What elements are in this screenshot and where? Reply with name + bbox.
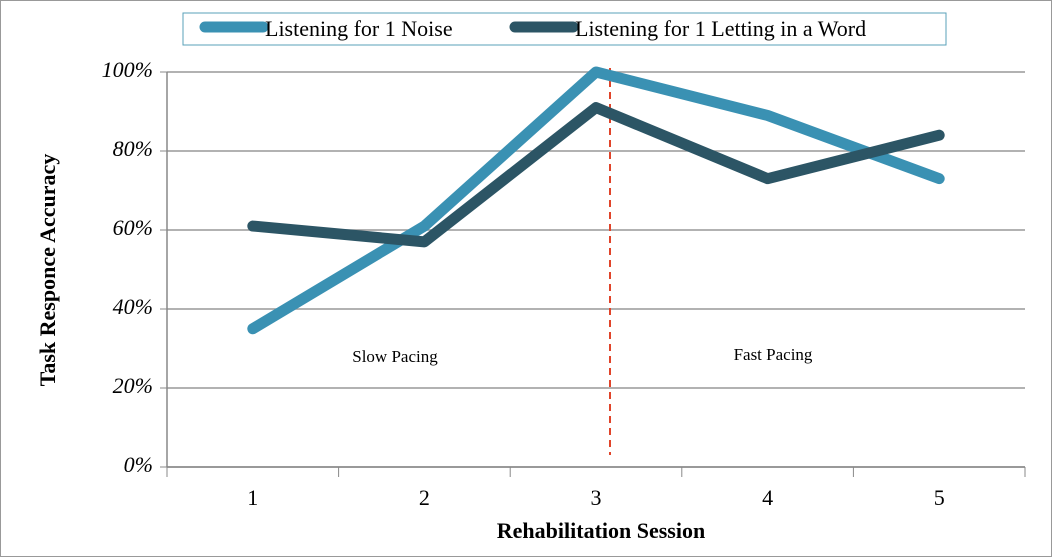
x-axis-title: Rehabilitation Session [497, 518, 705, 543]
y-tick-label: 60% [113, 215, 153, 240]
y-tick-label: 40% [113, 294, 153, 319]
x-tick-label: 1 [247, 485, 258, 510]
y-axis-title: Task Responce Accuracy [35, 154, 60, 387]
y-tick-label: 80% [113, 136, 153, 161]
series-line [247, 66, 945, 335]
x-tick-label: 2 [419, 485, 430, 510]
annotation: Slow Pacing [352, 347, 438, 366]
x-tick-label: 3 [591, 485, 602, 510]
legend-label: Listening for 1 Letting in a Word [575, 16, 866, 41]
annotation: Fast Pacing [734, 345, 813, 364]
y-tick-label: 0% [124, 452, 153, 477]
y-tick-label: 20% [113, 373, 153, 398]
y-tick-label: 100% [102, 57, 153, 82]
x-tick-label: 5 [934, 485, 945, 510]
legend-label: Listening for 1 Noise [265, 16, 453, 41]
series-line [247, 102, 945, 248]
x-tick-label: 4 [762, 485, 773, 510]
